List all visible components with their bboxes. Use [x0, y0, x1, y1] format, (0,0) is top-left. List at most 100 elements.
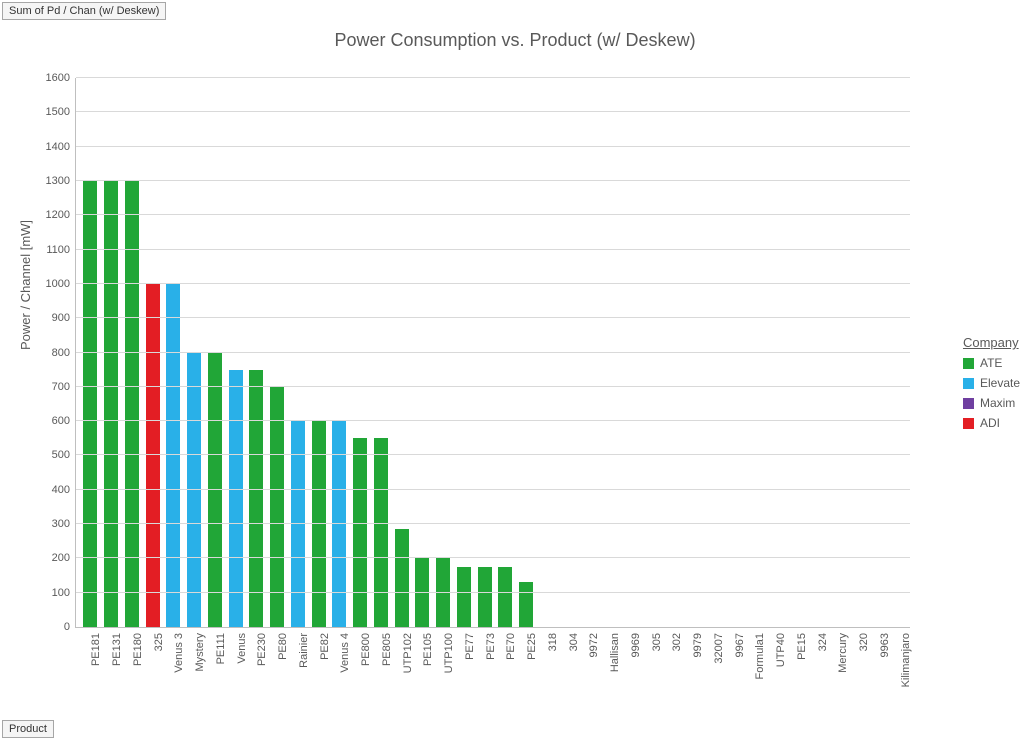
bar-slot: Rainier	[288, 78, 309, 627]
bar-slot: 324	[806, 78, 827, 627]
y-tick-label: 700	[52, 381, 70, 393]
bar	[353, 438, 367, 627]
x-tick-label: PE77	[464, 633, 476, 660]
legend-item: ATE	[963, 356, 1020, 370]
x-tick-label: PE111	[215, 633, 227, 664]
x-tick-label: Venus	[236, 633, 248, 664]
bar-slot: 305	[640, 78, 661, 627]
legend-swatch	[963, 398, 974, 409]
chart-title: Power Consumption vs. Product (w/ Deskew…	[0, 30, 1030, 51]
gridline	[76, 420, 910, 421]
bar-slot: 304	[557, 78, 578, 627]
x-tick-label: PE230	[256, 633, 268, 666]
bar	[478, 567, 492, 627]
x-tick-label: Hallisan	[609, 633, 621, 672]
x-tick-label: PE800	[360, 633, 372, 666]
gridline	[76, 454, 910, 455]
gridline	[76, 283, 910, 284]
bar-slot: PE25	[516, 78, 537, 627]
x-tick-label: Formula1	[754, 633, 766, 679]
bar	[457, 567, 471, 627]
bar-slot: PE230	[246, 78, 267, 627]
x-tick-label: PE15	[796, 633, 808, 660]
bar-slot: Venus 4	[329, 78, 350, 627]
x-tick-label: Kilimanjaro	[900, 633, 912, 687]
x-tick-label: PE105	[422, 633, 434, 666]
y-tick-label: 1100	[46, 244, 70, 256]
legend-label: ATE	[980, 356, 1002, 370]
bar-slot: 318	[537, 78, 558, 627]
gridline	[76, 111, 910, 112]
legend-swatch	[963, 418, 974, 429]
x-tick-label: 9972	[588, 633, 600, 657]
legend-label: Maxim	[980, 396, 1015, 410]
x-tick-label: 9969	[630, 633, 642, 657]
bar-slot: PE15	[786, 78, 807, 627]
bar-slot: PE181	[80, 78, 101, 627]
x-tick-label: 318	[547, 633, 559, 651]
bar-slot: PE111	[205, 78, 226, 627]
bar-slot: UTP40	[765, 78, 786, 627]
y-tick-label: 100	[52, 587, 70, 599]
x-tick-label: 9967	[734, 633, 746, 657]
bar	[166, 284, 180, 627]
bar-slot: PE82	[308, 78, 329, 627]
bar	[187, 353, 201, 628]
x-tick-label: 325	[153, 633, 165, 651]
x-tick-label: 302	[671, 633, 683, 651]
y-tick-label: 900	[52, 312, 70, 324]
gridline	[76, 317, 910, 318]
bar-slot: UTP100	[433, 78, 454, 627]
gridline	[76, 386, 910, 387]
x-tick-label: Mercury	[837, 633, 849, 673]
pivot-field-product-button[interactable]: Product	[2, 720, 54, 738]
y-tick-label: 200	[52, 552, 70, 564]
bar-slot: 9979	[682, 78, 703, 627]
y-tick-label: 1200	[46, 209, 70, 221]
bar	[229, 370, 243, 627]
x-tick-label: 32007	[713, 633, 725, 664]
bar-slot: Venus	[225, 78, 246, 627]
legend-item: ADI	[963, 416, 1020, 430]
bar-slot: PE131	[101, 78, 122, 627]
pivot-field-sum-button[interactable]: Sum of Pd / Chan (w/ Deskew)	[2, 2, 166, 20]
legend-title: Company	[963, 335, 1020, 350]
bar-slot: 320	[848, 78, 869, 627]
y-tick-label: 500	[52, 449, 70, 461]
x-tick-label: 9979	[692, 633, 704, 657]
gridline	[76, 249, 910, 250]
x-tick-label: 9963	[879, 633, 891, 657]
y-tick-label: 1000	[46, 278, 70, 290]
bar-slot: 9963	[869, 78, 890, 627]
x-tick-label: PE181	[90, 633, 102, 666]
legend-item: Elevate	[963, 376, 1020, 390]
x-tick-label: PE70	[505, 633, 517, 660]
x-tick-label: PE131	[111, 633, 123, 666]
gridline	[76, 180, 910, 181]
y-tick-label: 1400	[46, 141, 70, 153]
gridline	[76, 352, 910, 353]
bar-slot: 9969	[620, 78, 641, 627]
bar-slot: 302	[661, 78, 682, 627]
x-tick-label: Venus 3	[173, 633, 185, 673]
gridline	[76, 523, 910, 524]
x-tick-label: 304	[568, 633, 580, 651]
x-tick-label: Venus 4	[339, 633, 351, 673]
bar-slot: PE805	[371, 78, 392, 627]
y-tick-label: 1600	[46, 72, 70, 84]
bar-slot: 9972	[578, 78, 599, 627]
bar	[498, 567, 512, 627]
bar-slot: PE180	[122, 78, 143, 627]
bar	[415, 558, 429, 627]
gridline	[76, 557, 910, 558]
y-tick-label: 400	[52, 484, 70, 496]
legend-item: Maxim	[963, 396, 1020, 410]
bar-slot: 9967	[723, 78, 744, 627]
bar-slot: Formula1	[744, 78, 765, 627]
bar-slot: Mystery	[184, 78, 205, 627]
y-tick-label: 1500	[46, 106, 70, 118]
x-tick-label: Rainier	[298, 633, 310, 668]
legend-swatch	[963, 358, 974, 369]
x-tick-label: Mystery	[194, 633, 206, 672]
bar-slot: PE105	[412, 78, 433, 627]
